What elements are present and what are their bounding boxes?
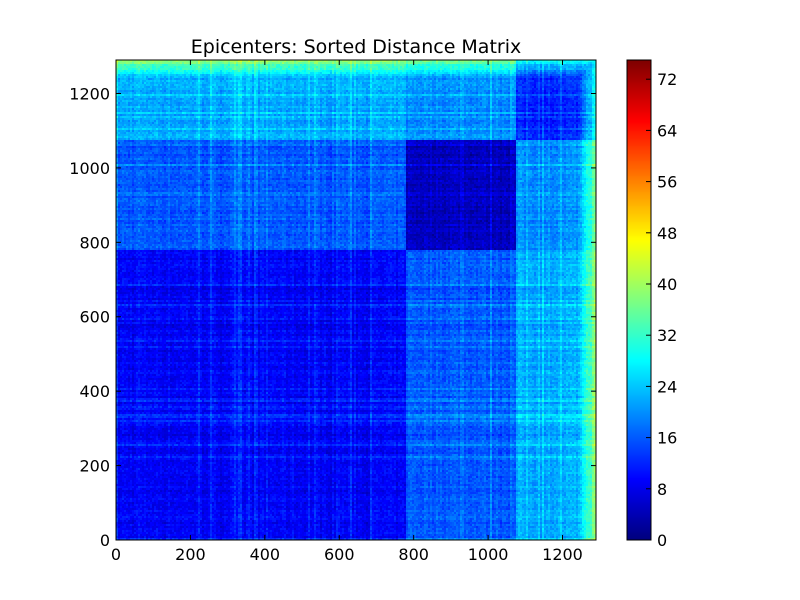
colorbar-tick-label: 40 — [657, 275, 677, 294]
colorbar-tick-label: 48 — [657, 224, 677, 243]
y-axis: 0 200 400 600 800 1000 1200 — [69, 84, 596, 550]
x-tick-label: 400 — [250, 545, 281, 564]
colorbar-tick-label: 32 — [657, 326, 677, 345]
colorbar-tick-label: 64 — [657, 121, 677, 140]
chart-title: Epicenters: Sorted Distance Matrix — [191, 36, 522, 58]
y-tick-label: 600 — [79, 308, 110, 327]
x-tick-label: 1200 — [542, 545, 583, 564]
y-tick-label: 400 — [79, 382, 110, 401]
colorbar-tick-label: 0 — [657, 531, 667, 550]
x-tick-label: 600 — [324, 545, 355, 564]
colorbar-tick-label: 72 — [657, 70, 677, 89]
plot-frame — [115, 59, 597, 541]
x-tick-label: 1000 — [468, 545, 509, 564]
y-tick-label: 200 — [79, 457, 110, 476]
colorbar-tick-label: 24 — [657, 377, 677, 396]
y-tick-label: 800 — [79, 233, 110, 252]
heatmap-image — [116, 60, 596, 540]
colorbar-axis: 0 8 16 24 32 40 48 56 64 72 — [646, 70, 677, 550]
x-tick-label: 0 — [111, 545, 121, 564]
colorbar-frame — [626, 59, 652, 541]
y-tick-label: 1000 — [69, 159, 110, 178]
x-tick-label: 800 — [398, 545, 429, 564]
colorbar-tick-label: 8 — [657, 480, 667, 499]
colorbar-tick-label: 56 — [657, 173, 677, 192]
colorbar-gradient — [627, 60, 651, 540]
colorbar-tick-label: 16 — [657, 429, 677, 448]
y-tick-label: 0 — [100, 531, 110, 550]
x-axis: 0 200 400 600 800 1000 1200 — [111, 60, 583, 564]
x-tick-label: 200 — [175, 545, 206, 564]
y-tick-label: 1200 — [69, 84, 110, 103]
